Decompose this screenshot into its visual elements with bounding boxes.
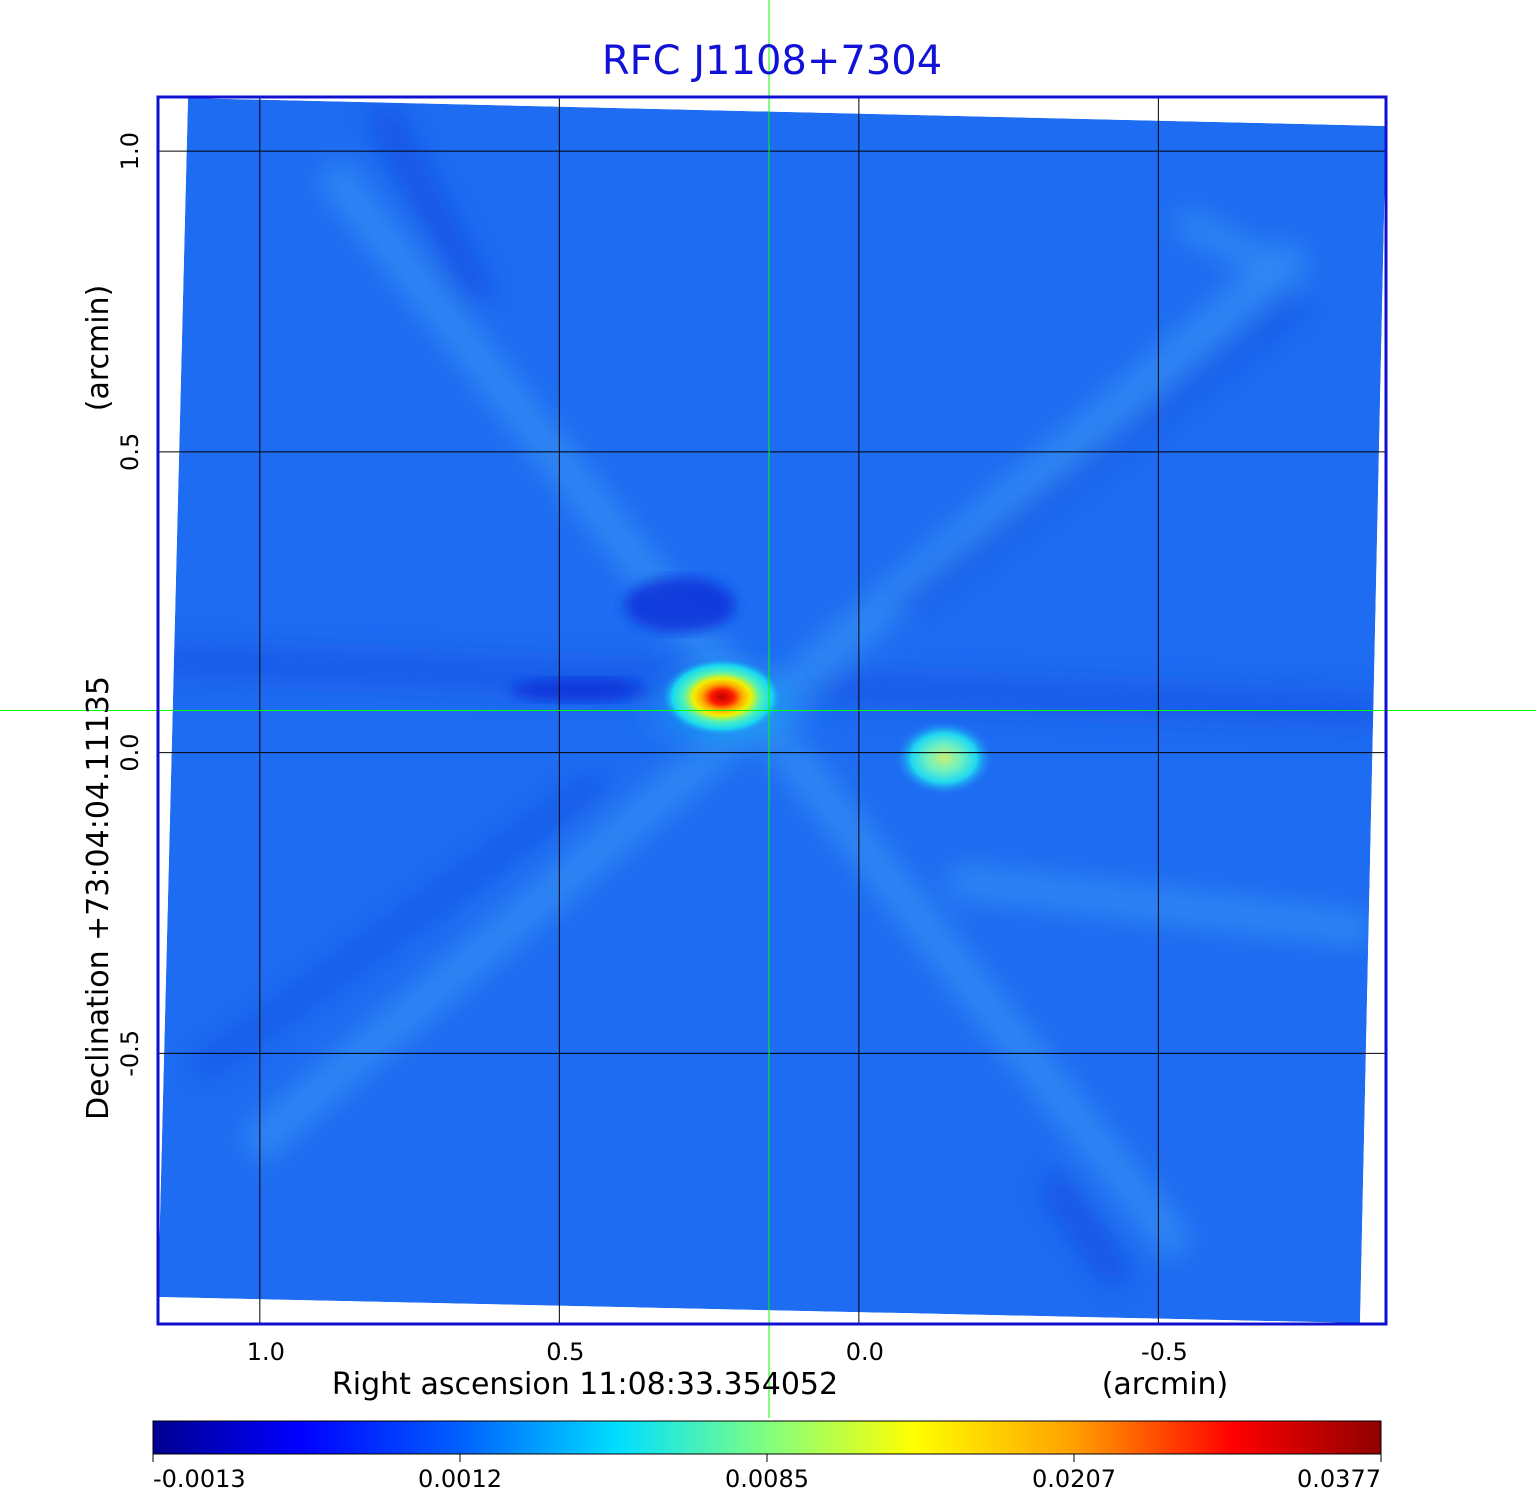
x-tick-label: 0.5: [546, 1338, 584, 1366]
chart-title: RFC J1108+7304: [602, 38, 942, 84]
colorbar-tick-labels: -0.0013 0.0012 0.0085 0.0207 0.0377: [152, 1454, 1382, 1493]
colorbar-tick-label: 0.0377: [1297, 1465, 1381, 1493]
x-tick-labels: 1.0 0.5 0.0 -0.5: [247, 1338, 1188, 1366]
dark-patch: [625, 577, 735, 633]
y-axis-label: Declination +73:04:04.11135: [81, 676, 116, 1120]
y-tick-label: 1.0: [116, 132, 144, 170]
colorbar-tick-label: 0.0085: [725, 1465, 809, 1493]
y-tick-labels: 1.0 0.5 0.0 -0.5: [116, 132, 144, 1077]
x-axis-unit: (arcmin): [1102, 1367, 1229, 1402]
colorbar-tick-label: -0.0013: [153, 1465, 246, 1493]
dark-patch: [510, 678, 650, 702]
y-tick-label: 0.5: [116, 433, 144, 471]
x-tick-label: 1.0: [247, 1338, 285, 1366]
colorbar-tick-label: 0.0012: [418, 1465, 502, 1493]
secondary-source: [894, 720, 994, 796]
x-tick-label: -0.5: [1141, 1338, 1188, 1366]
x-axis-label: Right ascension 11:08:33.354052: [332, 1367, 838, 1402]
y-tick-label: -0.5: [116, 1030, 144, 1077]
colorbar-tick-label: 0.0207: [1032, 1465, 1116, 1493]
x-tick-label: 0.0: [846, 1338, 884, 1366]
y-tick-label: 0.0: [116, 734, 144, 772]
primary-source: [660, 657, 784, 737]
y-axis-unit: (arcmin): [81, 285, 116, 412]
colorbar: [152, 1420, 1382, 1455]
center-crosshair: [0, 0, 1536, 1418]
plot-frame: [156, 95, 1388, 1326]
